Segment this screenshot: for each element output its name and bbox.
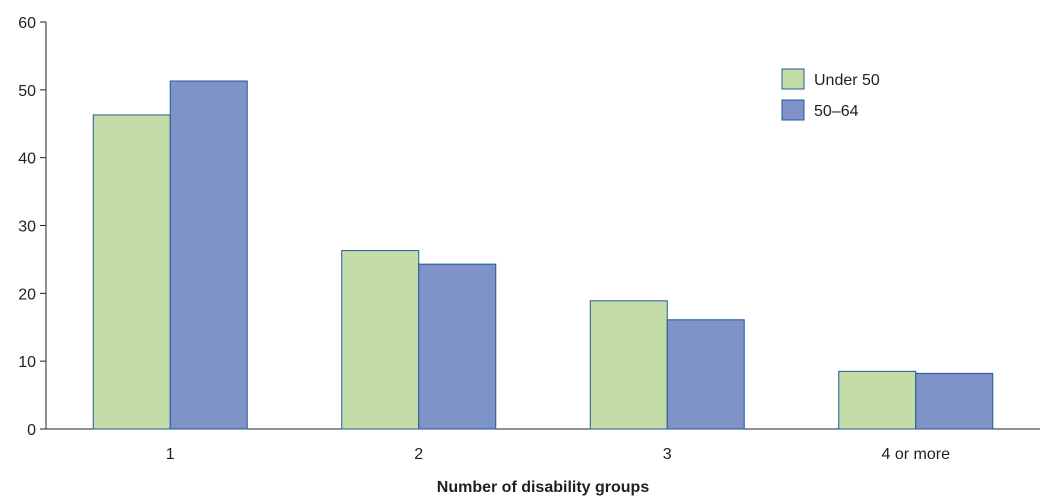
x-tick-label: 2 [414, 446, 423, 463]
y-tick-label: 50 [18, 83, 36, 100]
bar [341, 250, 420, 430]
bar [92, 114, 171, 430]
bars [92, 80, 994, 430]
x-tick-label: 4 or more [882, 446, 951, 463]
y-tick-label: 30 [18, 219, 36, 236]
bar [169, 80, 248, 430]
bar [666, 319, 745, 430]
y-axis: 0 10 20 30 40 50 60 [18, 15, 47, 439]
legend: Under 50 50–64 [781, 68, 880, 121]
y-tick-label: 10 [18, 354, 36, 371]
legend-swatch [781, 99, 805, 121]
y-tick-label: 0 [27, 422, 36, 439]
bar [838, 370, 917, 430]
legend-label: Under 50 [814, 72, 880, 89]
x-tick-label: 3 [663, 446, 672, 463]
legend-swatch [781, 68, 805, 90]
bar [915, 372, 994, 430]
bar [589, 300, 668, 430]
bar [418, 263, 497, 430]
legend-label: 50–64 [814, 103, 859, 120]
x-axis: 1 2 3 4 or more [46, 428, 1040, 463]
y-tick-label: 20 [18, 286, 36, 303]
y-tick-label: 60 [18, 15, 36, 32]
y-tick-label: 40 [18, 151, 36, 168]
x-axis-title: Number of disability groups [437, 479, 650, 496]
x-tick-label: 1 [166, 446, 175, 463]
